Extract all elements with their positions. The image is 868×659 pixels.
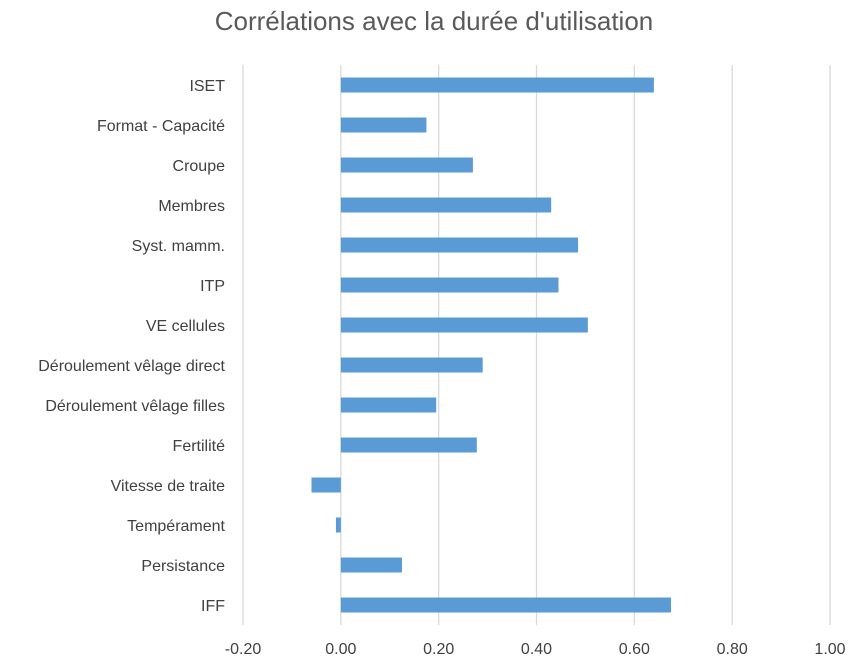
bars [311,77,672,613]
x-tick-label: 1.00 [814,641,845,658]
category-label: Fertilité [173,438,226,455]
category-label: Déroulement vêlage filles [45,398,225,415]
bar [340,197,552,213]
bar [340,317,588,333]
category-label: ISET [189,78,225,95]
bar [340,117,427,133]
x-tick-label: 0.20 [423,641,454,658]
category-label: Vitesse de traite [111,478,226,495]
bar [340,557,402,573]
bar [340,597,672,613]
bar [311,477,341,493]
x-tick-label: 0.60 [619,641,650,658]
category-label: VE cellules [146,318,225,335]
bar [340,77,654,93]
x-tick-label: 0.80 [717,641,748,658]
bar [340,237,579,253]
category-label: Membres [158,198,225,215]
category-label: IFF [201,598,225,615]
chart-title: Corrélations avec la durée d'utilisation [214,6,654,36]
bar [340,277,559,293]
bar [340,357,483,373]
category-label: ITP [200,278,225,295]
bar [335,517,341,533]
category-label: Tempérament [127,518,225,535]
gridlines [242,65,831,625]
category-label: Persistance [141,558,225,575]
category-labels: ISET Format - Capacité Croupe Membres Syst. … [38,78,225,615]
x-tick-labels: -0.20 0.00 0.20 0.40 0.60 0.80 1.00 [225,641,846,658]
x-tick-label: 0.00 [325,641,356,658]
category-label: Croupe [173,158,226,175]
x-tick-label: -0.20 [225,641,262,658]
bar [340,437,477,453]
bar [340,157,473,173]
category-label: Syst. mamm. [132,238,225,255]
category-label: Déroulement vêlage direct [38,358,225,375]
bar [340,397,437,413]
category-label: Format - Capacité [97,118,225,135]
x-tick-label: 0.40 [521,641,552,658]
